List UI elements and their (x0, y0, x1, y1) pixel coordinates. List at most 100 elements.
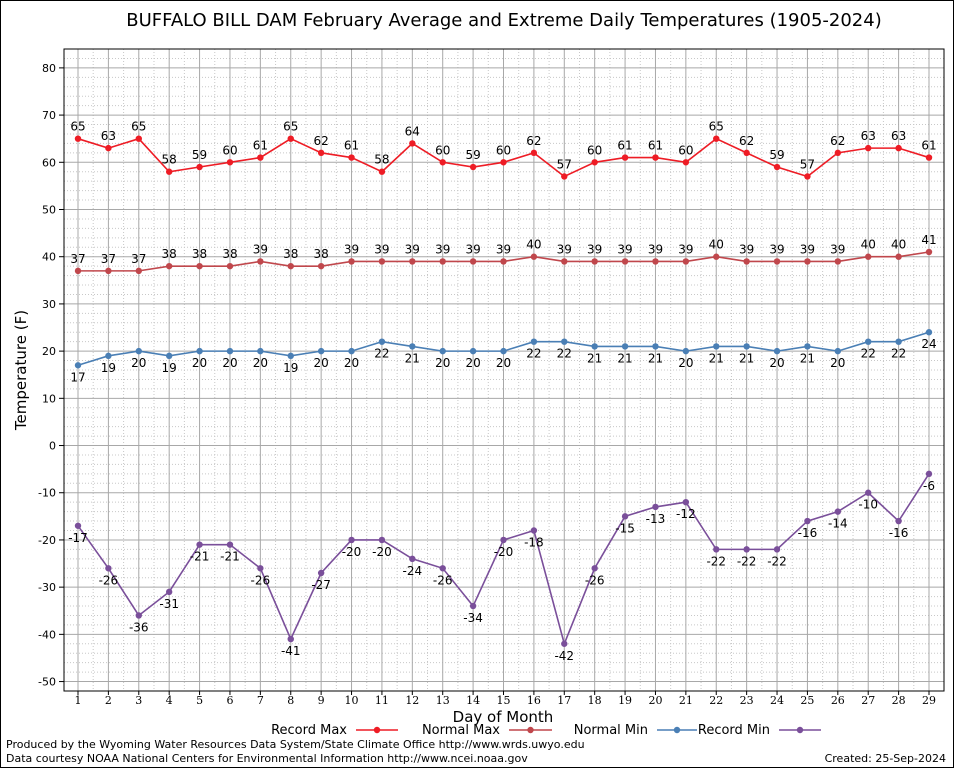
x-tick-label: 14 (466, 694, 480, 707)
data-point (439, 159, 446, 166)
data-point (682, 159, 690, 166)
data-point (561, 640, 568, 647)
data-label: 20 (222, 356, 237, 370)
x-tick-label: 28 (892, 694, 906, 707)
x-tick-label: 25 (800, 694, 814, 707)
data-label: 58 (162, 153, 177, 167)
series-record-min: -17 -26 -36 -31 -21 -21 -26 -41 -27 -20 -20 -24 -26 -… (68, 470, 935, 663)
data-label: 39 (465, 242, 480, 256)
grid (64, 48, 944, 692)
data-label: 19 (162, 361, 177, 375)
data-label: 20 (314, 356, 329, 370)
y-tick-label: -20 (38, 534, 56, 547)
data-label: 39 (800, 242, 815, 256)
data-label: 38 (283, 247, 298, 261)
data-point (378, 168, 386, 175)
data-label: 65 (709, 120, 724, 134)
data-label: 20 (344, 356, 359, 370)
data-point (561, 338, 568, 345)
x-tick-label: 15 (497, 694, 511, 707)
data-point (287, 352, 294, 360)
data-label: 61 (921, 139, 936, 153)
data-label: -21 (220, 550, 240, 564)
data-label: 38 (162, 247, 177, 261)
data-point (895, 338, 902, 345)
data-label: 20 (830, 356, 845, 370)
y-tick-label: 40 (42, 251, 56, 264)
data-label: -20 (342, 545, 362, 559)
data-point (530, 253, 538, 260)
data-label: -36 (129, 620, 149, 634)
x-tick-label: 5 (196, 694, 203, 707)
data-label: 39 (648, 242, 663, 256)
series-normal-min: 17 19 20 19 20 20 20 19 20 20 22 21 20 20 20 22 22 21 21 21… (70, 329, 937, 384)
data-point (74, 362, 82, 369)
x-tick-label: 24 (770, 694, 784, 707)
data-point (865, 338, 872, 345)
data-point (105, 565, 112, 572)
data-label: 37 (70, 252, 85, 266)
legend-item: Normal Min (574, 723, 697, 738)
data-point (621, 343, 629, 350)
data-point (409, 140, 416, 147)
data-point (257, 154, 264, 161)
legend-marker (673, 726, 681, 734)
data-label: 39 (830, 242, 845, 256)
data-label: -16 (798, 526, 818, 540)
data-label: 63 (891, 129, 906, 143)
data-point (226, 159, 234, 166)
data-point (682, 498, 690, 506)
data-label: -22 (706, 554, 726, 568)
x-tick-label: 6 (226, 694, 233, 707)
x-tick-label: 23 (740, 694, 754, 707)
data-point (439, 347, 446, 355)
data-label: 20 (253, 356, 268, 370)
y-tick-label: 60 (42, 156, 56, 169)
data-label: 21 (617, 351, 632, 365)
data-label: -26 (433, 573, 453, 587)
data-label: 38 (192, 247, 207, 261)
data-point (409, 343, 416, 350)
data-label: 63 (101, 129, 116, 143)
data-label: 40 (526, 238, 541, 252)
data-point (773, 258, 781, 265)
data-label: 60 (435, 143, 450, 157)
data-point (925, 154, 933, 161)
data-label: 21 (648, 351, 663, 365)
data-point (287, 135, 294, 142)
data-label: 39 (739, 242, 754, 256)
data-point (804, 173, 811, 180)
data-point (773, 546, 781, 553)
data-point (74, 522, 82, 529)
data-label: 17 (70, 370, 85, 384)
y-tick-label: 0 (49, 440, 56, 453)
data-label: 20 (678, 356, 693, 370)
data-point (317, 149, 325, 157)
data-label: 21 (405, 351, 420, 365)
data-label: 22 (891, 347, 906, 361)
x-tick-label: 13 (436, 694, 450, 707)
data-point (165, 352, 173, 360)
data-point (469, 163, 477, 171)
data-label: 65 (70, 120, 85, 134)
data-label: 22 (861, 347, 876, 361)
data-point (409, 258, 416, 265)
data-label: 39 (344, 242, 359, 256)
x-tick-label: 29 (922, 694, 936, 707)
data-label: 39 (374, 242, 389, 256)
legend-marker (373, 726, 381, 734)
data-point (196, 163, 203, 171)
data-point (834, 258, 842, 265)
x-tick-label: 7 (257, 694, 264, 707)
data-point (621, 513, 629, 520)
data-point (257, 565, 264, 572)
data-point (895, 253, 902, 260)
data-label: 39 (557, 242, 572, 256)
y-tick-label: 30 (42, 298, 56, 311)
legend-marker (527, 726, 534, 734)
series-record-max: 65 63 65 58 59 60 61 65 62 61 58 64 60 59 60 62 57 60 61 61… (70, 120, 937, 180)
data-label: 38 (314, 247, 329, 261)
data-point (348, 154, 355, 161)
